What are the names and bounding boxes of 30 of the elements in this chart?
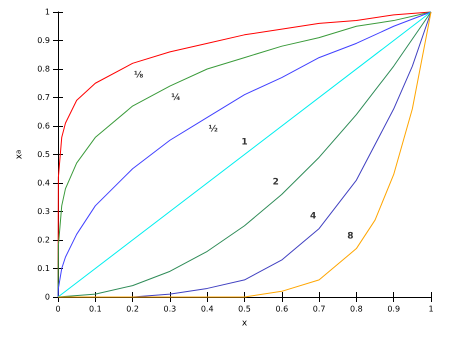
x-tick-label: 0.1 <box>88 304 102 314</box>
y-tick-label: 0.1 <box>37 264 50 273</box>
annotation: 4 <box>310 212 316 222</box>
x-tick-label: 1 <box>428 304 434 314</box>
annotation: 8 <box>347 232 354 242</box>
y-tick-label: 0.4 <box>37 178 50 188</box>
x-tick-label: 0.9 <box>387 304 400 314</box>
y-tick-label: 0.3 <box>37 207 50 216</box>
y-tick-label: 0.6 <box>37 122 50 130</box>
annotation: 1 <box>241 138 248 148</box>
x-tick-label: 0.6 <box>275 304 288 314</box>
x-tick-label: 0 <box>55 304 61 314</box>
x-tick-label: 0.8 <box>350 304 363 314</box>
annotation: ½ <box>208 124 218 134</box>
x-tick-label: 0.4 <box>200 304 214 314</box>
y-tick-label: 0.8 <box>37 64 50 74</box>
x-tick-label: 0.2 <box>126 304 139 314</box>
y-tick-label: 0.5 <box>37 150 50 159</box>
x-tick-label: 0.3 <box>164 304 176 314</box>
x-tick-label: 0.5 <box>238 304 251 314</box>
annotation: 2 <box>272 177 279 188</box>
y-tick-label: 0 <box>44 292 50 302</box>
y-tick-label: 0.7 <box>37 93 50 102</box>
y-tick-label: 1 <box>44 8 50 16</box>
y-tick-label: 0.9 <box>37 36 50 45</box>
annotation: ¼ <box>171 93 181 104</box>
y-tick-label: 0.2 <box>37 236 50 244</box>
annotation: ⅛ <box>134 70 144 80</box>
x-tick-label: 0.7 <box>312 304 326 314</box>
x-axis-title: x <box>242 318 248 328</box>
